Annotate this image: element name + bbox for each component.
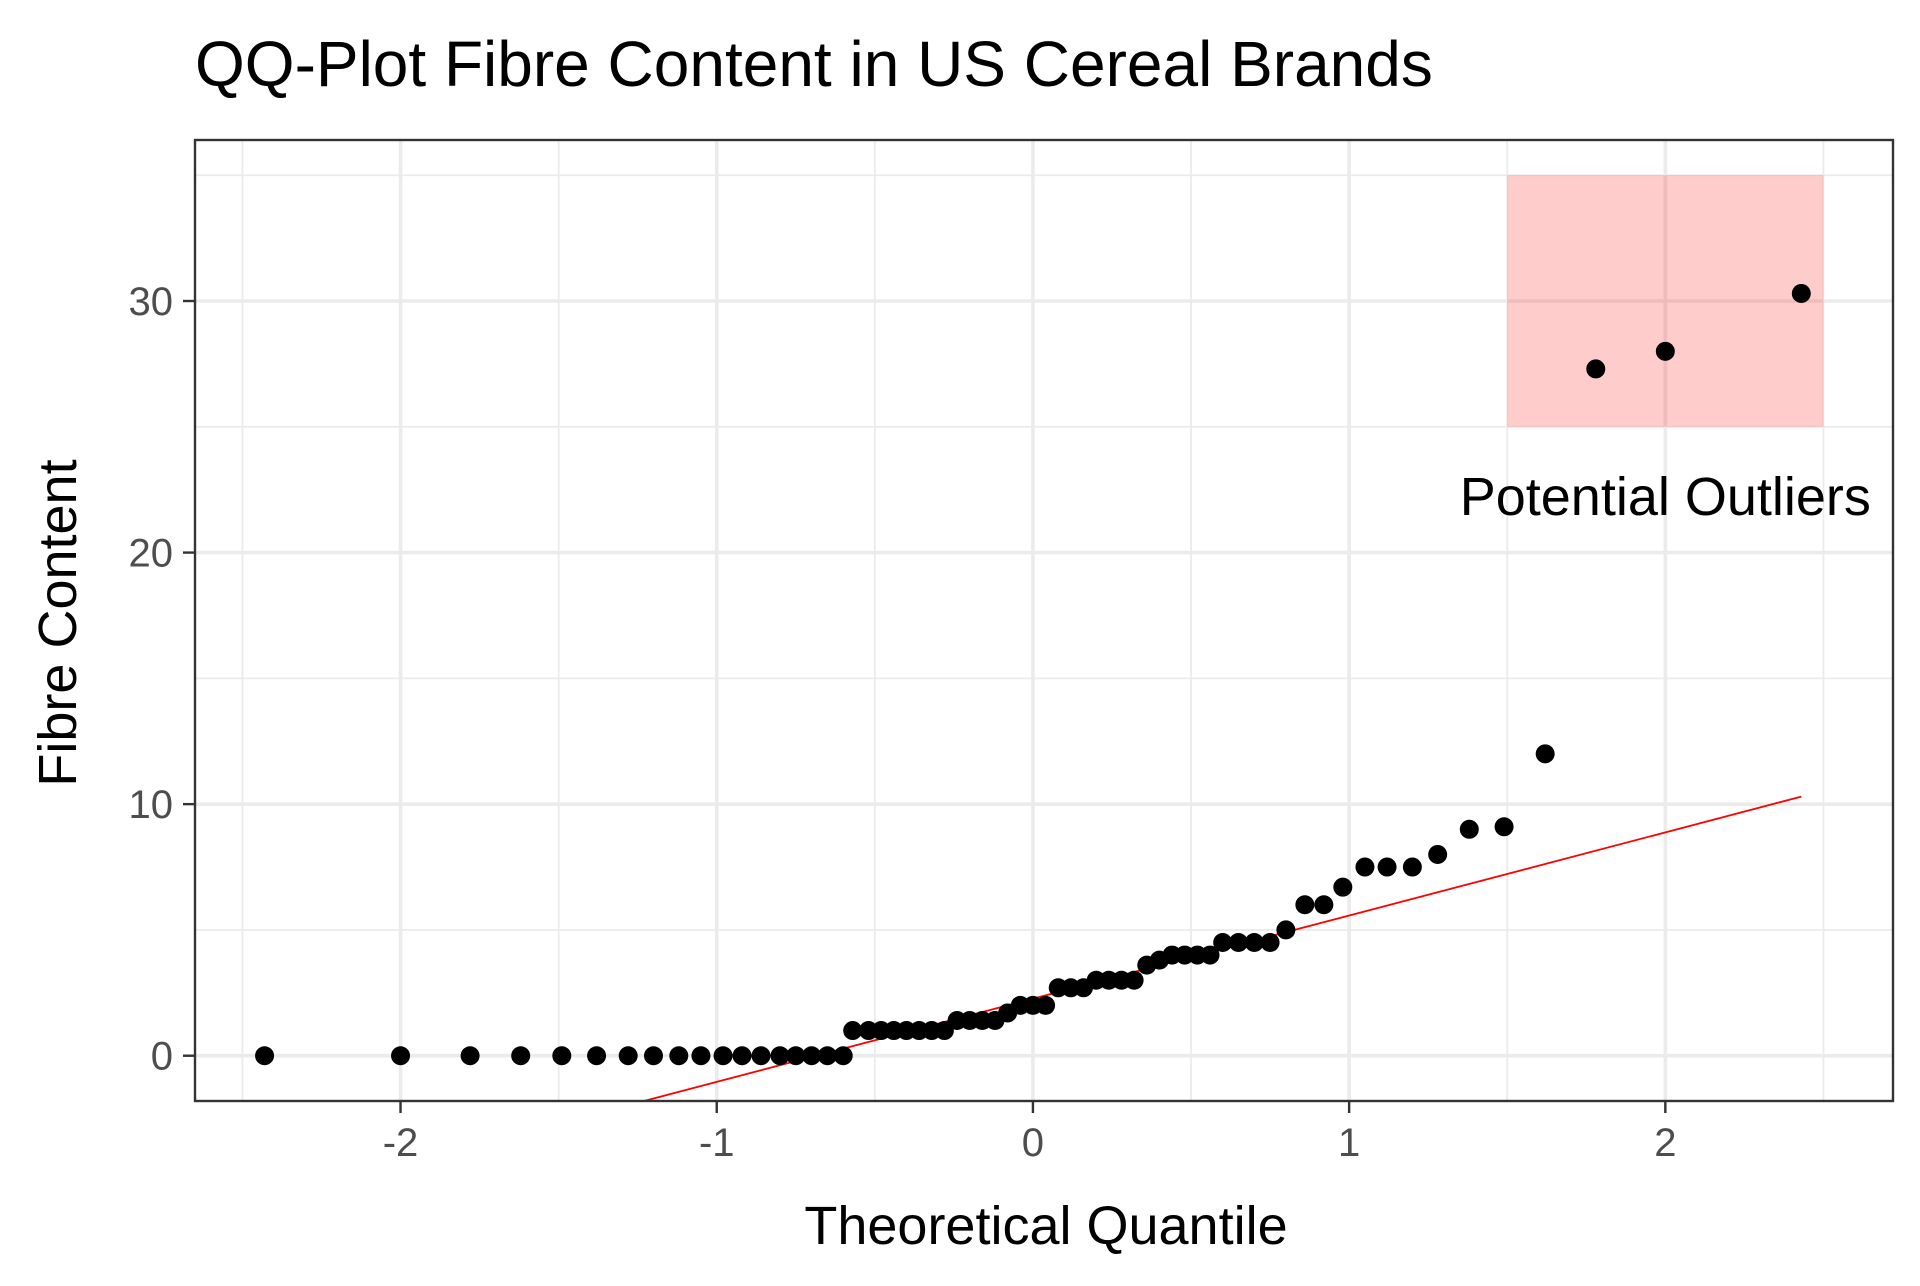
data-point xyxy=(1213,933,1233,953)
y-tick-label: 20 xyxy=(129,532,174,576)
data-point xyxy=(643,1046,663,1066)
y-axis-title: Fibre Content xyxy=(28,459,88,786)
data-point xyxy=(1244,933,1264,953)
data-point xyxy=(552,1046,572,1066)
data-point xyxy=(770,1046,790,1066)
data-point xyxy=(391,1046,411,1066)
data-point xyxy=(1428,844,1448,864)
data-point xyxy=(1276,920,1296,940)
annotation-layer: Potential Outliers xyxy=(1460,467,1871,527)
data-point xyxy=(618,1046,638,1066)
y-tick-label: 0 xyxy=(151,1035,173,1079)
data-point xyxy=(1459,819,1479,839)
chart-title: QQ-Plot Fibre Content in US Cereal Brand… xyxy=(195,28,1433,100)
annotation-potential-outliers: Potential Outliers xyxy=(1460,467,1871,527)
data-point xyxy=(1791,283,1811,303)
data-point xyxy=(255,1046,275,1066)
data-point xyxy=(587,1046,607,1066)
data-point xyxy=(460,1046,480,1066)
data-point xyxy=(1333,877,1353,897)
data-point xyxy=(1586,359,1606,379)
data-point xyxy=(1295,895,1315,915)
data-point xyxy=(1228,933,1248,953)
data-point xyxy=(713,1046,733,1066)
data-point xyxy=(1260,933,1280,953)
data-point xyxy=(1655,341,1675,361)
data-point xyxy=(1355,857,1375,877)
x-tick-label: 2 xyxy=(1654,1121,1676,1165)
data-point xyxy=(669,1046,689,1066)
data-point xyxy=(1494,817,1514,837)
x-axis-ticks: -2 -1 0 1 2 xyxy=(383,1101,1676,1165)
data-point xyxy=(751,1046,771,1066)
data-point xyxy=(802,1046,822,1066)
data-point xyxy=(1402,857,1422,877)
data-point xyxy=(1200,945,1220,965)
y-tick-label: 10 xyxy=(129,783,174,827)
data-point xyxy=(786,1046,806,1066)
y-tick-label: 30 xyxy=(129,280,174,324)
data-point xyxy=(833,1046,853,1066)
data-point xyxy=(843,1021,863,1041)
data-points-layer xyxy=(255,283,1811,1066)
data-point xyxy=(817,1046,837,1066)
data-point xyxy=(732,1046,752,1066)
x-tick-label: -1 xyxy=(699,1121,735,1165)
x-tick-label: 0 xyxy=(1022,1121,1044,1165)
x-tick-label: 1 xyxy=(1338,1121,1360,1165)
outlier-highlight-layer xyxy=(1507,175,1824,427)
data-point xyxy=(1124,970,1144,990)
x-axis-title: Theoretical Quantile xyxy=(804,1196,1287,1256)
x-tick-label: -2 xyxy=(383,1121,419,1165)
data-point xyxy=(1377,857,1397,877)
data-point xyxy=(691,1046,711,1066)
panel-border xyxy=(193,138,1895,1103)
y-axis-ticks: 0 10 20 30 xyxy=(129,280,195,1079)
data-point xyxy=(1314,895,1334,915)
data-point xyxy=(511,1046,531,1066)
data-point xyxy=(1036,995,1056,1015)
outlier-highlight-rect xyxy=(1507,175,1824,427)
data-point xyxy=(934,1021,954,1041)
grid-lines xyxy=(195,140,1893,1101)
data-point xyxy=(1535,744,1555,764)
